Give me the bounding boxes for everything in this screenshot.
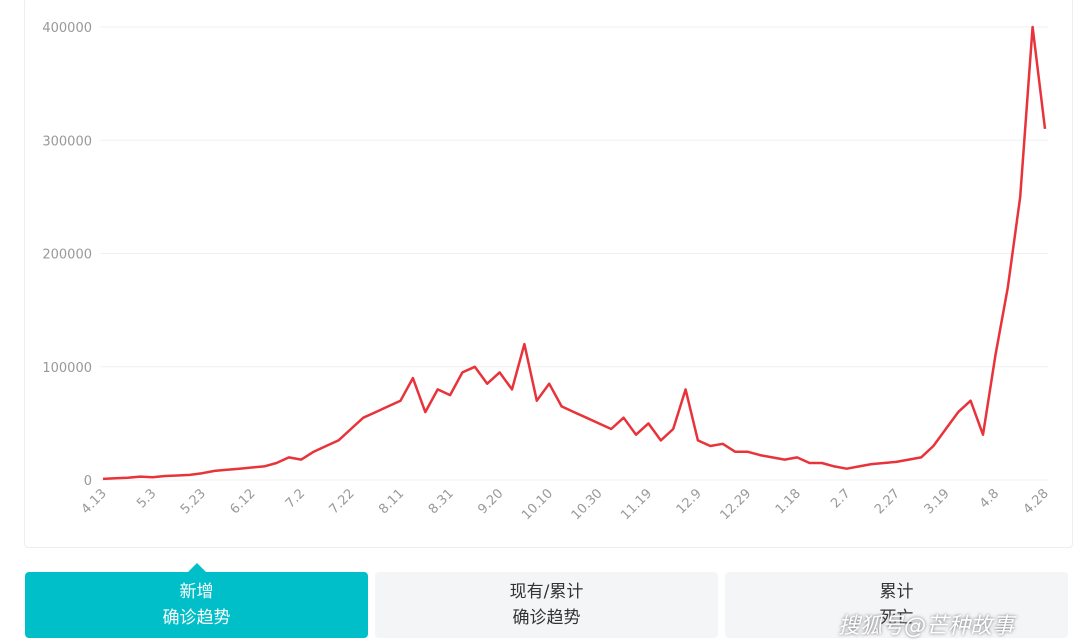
tab-label: 确诊趋势 bbox=[162, 608, 231, 628]
x-tick-label: 10.10 bbox=[519, 486, 556, 523]
tab-label: 确诊趋势 bbox=[512, 608, 581, 628]
y-tick-label: 200000 bbox=[42, 248, 92, 263]
x-tick-label: 3.19 bbox=[922, 486, 953, 517]
x-tick-label: 4.13 bbox=[79, 486, 110, 517]
tab-label: 死亡 bbox=[879, 608, 914, 628]
x-tick-label: 1.18 bbox=[773, 486, 804, 517]
tab[interactable]: 累计 死亡 bbox=[725, 572, 1068, 638]
x-tick-label: 8.31 bbox=[426, 486, 457, 517]
x-tick-label: 12.9 bbox=[674, 486, 705, 517]
tab[interactable]: 新增 确诊趋势 bbox=[25, 572, 368, 638]
y-tick-label: 400000 bbox=[42, 21, 92, 36]
x-tick-label: 4.8 bbox=[977, 486, 1002, 511]
watermark: 搜狐号@芒种故事 bbox=[838, 614, 1015, 639]
y-tick-label: 100000 bbox=[42, 361, 92, 376]
x-tick-label: 12.29 bbox=[717, 486, 754, 523]
x-tick-label: 8.11 bbox=[376, 486, 407, 517]
x-tick-label: 2.27 bbox=[872, 486, 903, 517]
x-tick-label: 2.7 bbox=[828, 486, 853, 511]
x-tick-label: 11.19 bbox=[618, 486, 655, 523]
x-tick-label: 10.30 bbox=[569, 486, 606, 523]
line bbox=[102, 25, 1047, 481]
x-tick-label: 5.3 bbox=[134, 486, 159, 511]
tab-label: 新增 bbox=[179, 582, 214, 602]
x-tick-label: 7.22 bbox=[327, 486, 358, 517]
y-tick-label: 300000 bbox=[42, 134, 92, 149]
tab[interactable]: 现有/累计确诊趋势 bbox=[375, 572, 718, 638]
x-tick-label: 5.23 bbox=[178, 486, 209, 517]
tab-pointer bbox=[187, 563, 207, 573]
chart-card bbox=[24, 0, 1073, 548]
x-tick-label: 4.28 bbox=[1021, 486, 1052, 517]
chart: 0 100000 200000 300000 400000 4.13 5.3 5.23 6.12… bbox=[42, 21, 1052, 523]
tab-label: 现有/累计 bbox=[509, 582, 584, 602]
tab-label: 累计 bbox=[879, 582, 914, 602]
y-tick-label: 0 bbox=[84, 474, 92, 489]
x-tick-label: 6.12 bbox=[227, 486, 258, 517]
x-tick-label: 7.2 bbox=[283, 486, 308, 511]
x-tick-label: 9.20 bbox=[475, 486, 506, 517]
